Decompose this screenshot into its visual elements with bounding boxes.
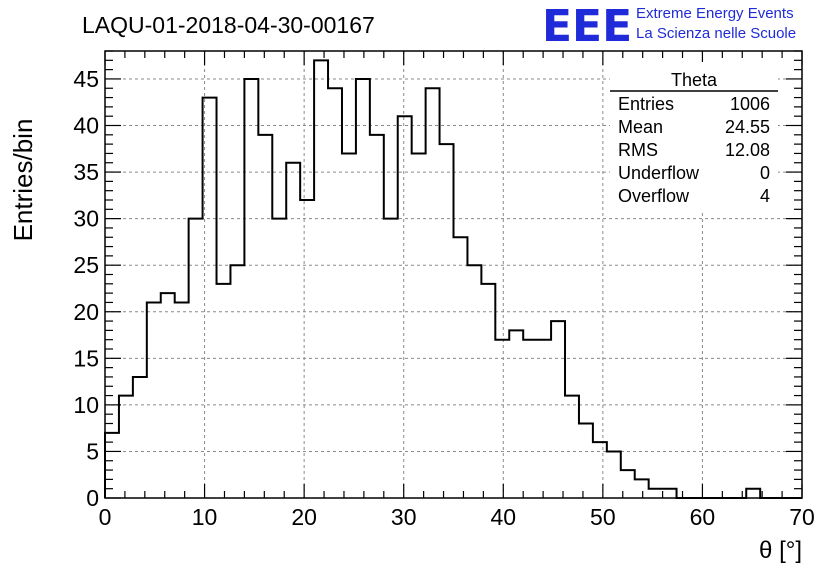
chart-title: LAQU-01-2018-04-30-00167	[82, 12, 375, 38]
histogram-bin	[412, 153, 426, 498]
histogram-bin	[244, 79, 258, 498]
histogram-bin	[593, 442, 607, 498]
histogram-bin	[495, 340, 509, 498]
y-tick-label: 25	[73, 252, 99, 278]
logo-line2: La Scienza nelle Scuole	[636, 25, 796, 42]
histogram-bin	[509, 330, 523, 498]
stats-value-overflow: 4	[760, 186, 770, 206]
x-tick-label: 60	[690, 504, 716, 530]
y-tick-label: 5	[86, 438, 99, 464]
stats-label-overflow: Overflow	[618, 186, 690, 206]
y-tick-label: 10	[73, 392, 99, 418]
histogram-bin	[398, 116, 412, 498]
histogram-bin	[579, 424, 593, 499]
histogram-bin	[607, 451, 621, 498]
x-axis-label: θ [°]	[759, 537, 802, 564]
x-tick-label: 30	[391, 504, 417, 530]
histogram-bin	[119, 396, 133, 498]
histogram-bin	[133, 377, 147, 498]
eee-logo: EEE Extreme Energy Events La Scienza nel…	[542, 1, 796, 52]
stats-title: Theta	[671, 70, 718, 90]
histogram-bin	[440, 144, 454, 498]
histogram-bin	[663, 489, 677, 498]
histogram-bin	[147, 302, 161, 498]
stats-label-mean: Mean	[618, 117, 663, 137]
y-tick-label: 35	[73, 159, 99, 185]
y-tick-label: 30	[73, 206, 99, 232]
stats-value-mean: 24.55	[725, 117, 770, 137]
plot-frame	[104, 50, 803, 499]
y-tick-label: 0	[86, 485, 99, 511]
histogram-bin	[481, 284, 495, 498]
histogram-bin	[328, 88, 342, 498]
stats-value-entries: 1006	[730, 94, 770, 114]
y-tick-label: 40	[73, 113, 99, 139]
histogram-bin	[454, 237, 468, 498]
histogram-bin	[175, 302, 189, 498]
x-tick-label: 70	[789, 504, 815, 530]
histogram-bin	[258, 135, 272, 498]
y-tick-label: 20	[73, 299, 99, 325]
histogram-bin	[649, 489, 663, 498]
x-tick-label: 0	[99, 504, 112, 530]
histogram-bin	[565, 396, 579, 498]
histogram-bin	[217, 284, 231, 498]
y-tick-label: 45	[73, 66, 99, 92]
y-tick-labels: 0 5 10 15 20 25 30 35 40 45	[73, 66, 99, 511]
stats-label-entries: Entries	[618, 94, 674, 114]
histogram-bin	[523, 340, 537, 498]
y-axis-label: Entries/bin	[8, 119, 38, 242]
histogram-bin	[537, 340, 551, 498]
histogram-bin	[300, 200, 314, 498]
histogram-bin	[426, 88, 440, 498]
logo-letters: EEE	[542, 1, 632, 52]
histogram-bin	[370, 135, 384, 498]
x-tick-labels: 0 10 20 30 40 50 60 70	[99, 504, 815, 530]
x-tick-label: 50	[590, 504, 616, 530]
x-tick-label: 40	[490, 504, 516, 530]
logo-line1: Extreme Energy Events	[636, 5, 794, 22]
stats-label-rms: RMS	[618, 140, 658, 160]
histogram-bin	[286, 163, 300, 498]
histogram-bin	[635, 479, 649, 498]
histogram-bin	[342, 153, 356, 498]
histogram-outline	[104, 59, 802, 499]
histogram-bin	[356, 79, 370, 498]
histogram-bin	[230, 265, 244, 498]
y-tick-label: 15	[73, 345, 99, 371]
histogram-bin	[467, 265, 481, 498]
histogram-bin	[161, 293, 175, 498]
histogram-bin	[746, 489, 760, 498]
stats-label-underflow: Underflow	[618, 163, 700, 183]
x-tick-label: 10	[192, 504, 218, 530]
stats-value-underflow: 0	[760, 163, 770, 183]
stats-value-rms: 12.08	[725, 140, 770, 160]
stats-box: Theta Entries 1006 Mean 24.55 RMS 12.08 …	[610, 62, 778, 212]
x-tick-label: 20	[291, 504, 317, 530]
stats-box-background	[610, 62, 778, 212]
histogram-bin	[551, 321, 565, 498]
